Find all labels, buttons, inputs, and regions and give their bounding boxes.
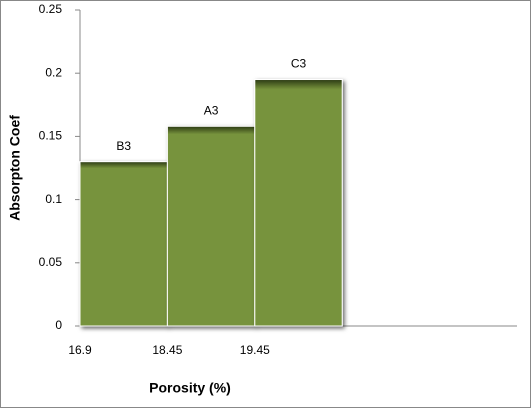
bar-label: B3	[116, 139, 131, 153]
x-axis-title: Porosity (%)	[149, 380, 231, 396]
bar	[166, 125, 256, 327]
x-tick-label: 19.45	[240, 343, 270, 357]
x-tick-label: 16.9	[68, 343, 92, 357]
y-tick-label: 0	[55, 318, 62, 332]
bar	[254, 79, 343, 327]
x-tick-label: 18.45	[152, 343, 182, 357]
y-axis-title: Absorpton Coef	[7, 115, 23, 221]
y-tick-label: 0.25	[39, 2, 63, 16]
y-tick-label: 0.2	[45, 65, 62, 79]
bar-label: A3	[204, 103, 219, 117]
y-tick-label: 0.05	[39, 255, 63, 269]
y-tick-label: 0.15	[39, 129, 63, 143]
y-tick-label: 0.1	[45, 192, 62, 206]
bar-label: C3	[291, 57, 307, 71]
bar	[79, 161, 168, 327]
